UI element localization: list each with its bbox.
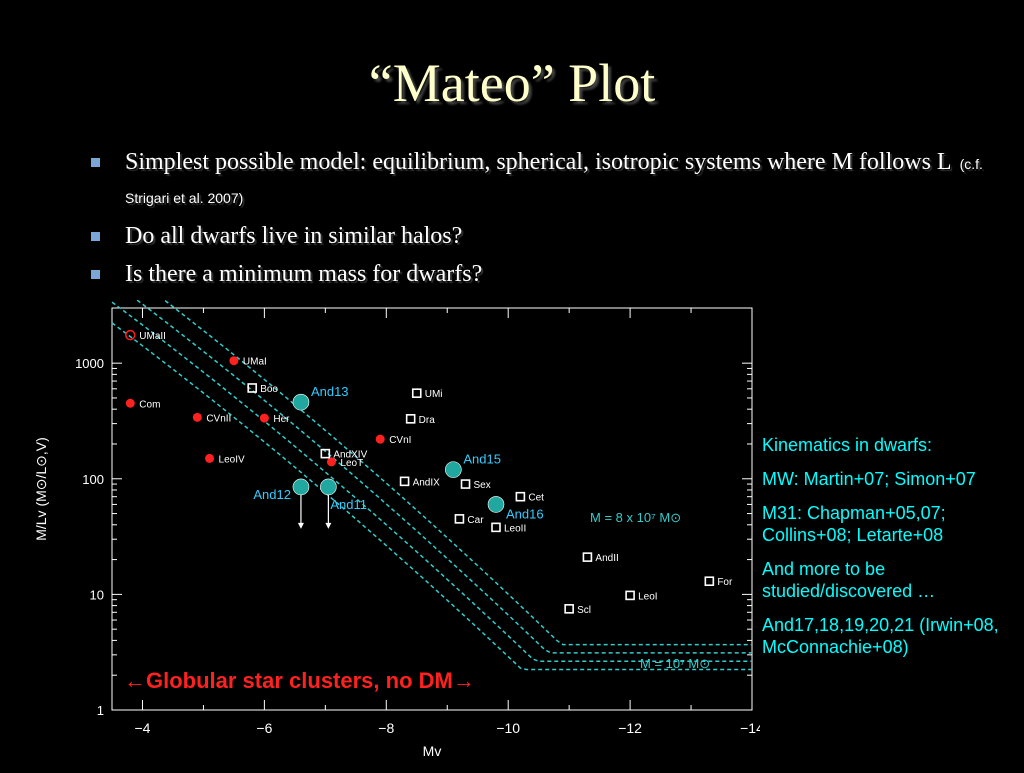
y-tick-label: 1	[97, 703, 104, 718]
point-label: And12	[253, 487, 291, 502]
x-tick-label: −10	[496, 720, 520, 736]
point-label: UMaII	[139, 331, 166, 342]
point-label: AndII	[595, 553, 618, 564]
arrow-head-icon	[325, 522, 332, 529]
side-note: And more to be studied/discovered …	[762, 559, 936, 601]
point-label: Car	[467, 515, 484, 526]
point-label: LeoIV	[219, 454, 245, 465]
y-tick-label: 1000	[75, 356, 104, 371]
mateo-chart: −4 −6 −8 −10 −12 −14 1 10 100 1000 Mv M/Lv (M⊙/L⊙,V…	[0, 290, 764, 773]
side-note: MW: Martin+07; Simon+07	[762, 469, 976, 489]
side-notes: Kinematics in dwarfs: MW: Martin+07; Sim…	[762, 434, 1017, 670]
point-label: CVnII	[206, 413, 231, 424]
x-tick-label: −6	[256, 720, 272, 736]
y-axis-label: M/Lv (M⊙/L⊙,V)	[33, 437, 49, 541]
data-point	[192, 412, 202, 422]
bullet-item: Do all dwarfs live in similar halos?	[88, 220, 988, 252]
point-label: AndIX	[413, 477, 441, 488]
data-point	[564, 604, 574, 614]
data-point	[491, 522, 501, 533]
arrow-head-icon	[297, 522, 304, 529]
mass-curve	[111, 322, 752, 671]
data-point	[460, 479, 471, 489]
data-point	[411, 388, 422, 398]
data-point	[375, 434, 385, 444]
data-point	[515, 491, 526, 502]
data-point	[582, 552, 593, 562]
data-point	[320, 478, 337, 496]
point-label: And15	[463, 452, 501, 467]
bullet-list: Simplest possible model: equilibrium, sp…	[88, 146, 988, 296]
data-point	[125, 329, 136, 341]
point-label: LeoT	[340, 458, 363, 469]
data-point	[229, 356, 239, 366]
y-tick-label: 100	[82, 472, 104, 487]
data-point	[292, 393, 310, 411]
point-label: And13	[311, 384, 349, 399]
curve-label: M = 10⁷ M⊙	[640, 656, 710, 671]
point-label: For	[717, 577, 733, 588]
data-point	[205, 453, 215, 463]
mateo-chart-svg: −4 −6 −8 −10 −12 −14 1 10 100 1000 Mv M/Lv (M⊙/L⊙,V…	[33, 290, 764, 759]
point-label: Dra	[419, 415, 436, 426]
bullet-square-icon	[91, 158, 100, 167]
data-point	[704, 576, 715, 587]
point-label: Boo	[260, 384, 278, 395]
data-point	[326, 457, 336, 467]
point-label: UMaI	[243, 357, 267, 368]
y-tick-label: 10	[90, 587, 104, 602]
data-point	[292, 478, 310, 496]
data-point	[247, 383, 257, 393]
x-axis-label: Mv	[423, 743, 442, 759]
point-label: Her	[273, 414, 290, 425]
data-point	[445, 461, 462, 478]
side-note: And17,18,19,20,21 (Irwin+08, McConnachie…	[762, 615, 999, 657]
point-label: UMi	[425, 389, 443, 400]
x-tick-label: −12	[618, 720, 642, 736]
mass-curve	[112, 290, 752, 654]
plot-frame	[111, 307, 753, 711]
bullet-text: Do all dwarfs live in similar halos?	[125, 223, 463, 249]
bullet-item: Is there a minimum mass for dwarfs?	[88, 258, 988, 290]
bullet-square-icon	[91, 270, 100, 279]
point-label: And11	[330, 497, 367, 512]
curve-label: M = 8 x 10⁷ M⊙	[590, 510, 681, 525]
point-label: Sex	[474, 480, 491, 491]
bullet-text: Simplest possible model: equilibrium, sp…	[125, 149, 952, 175]
data-point	[454, 514, 465, 524]
mass-curve	[111, 301, 752, 662]
point-label: AndXIV	[333, 450, 367, 461]
globular-cluster-annotation: ←Globular star clusters, no DM→	[124, 668, 475, 693]
x-tick-label: −4	[134, 720, 150, 736]
point-label: LeoI	[638, 591, 657, 602]
side-note: Kinematics in dwarfs:	[762, 435, 933, 455]
data-point	[405, 414, 416, 424]
point-label: CVnI	[389, 435, 411, 446]
bullet-square-icon	[91, 232, 100, 241]
data-point	[320, 448, 331, 459]
data-point	[125, 398, 135, 408]
data-point	[625, 590, 635, 601]
data-point	[259, 413, 269, 423]
slide-title: “Mateo” Plot	[368, 53, 656, 113]
point-label: LeoII	[504, 523, 526, 534]
x-tick-label: −8	[378, 720, 394, 736]
point-label: Cet	[528, 493, 544, 504]
bullet-item: Simplest possible model: equilibrium, sp…	[88, 146, 988, 214]
data-point	[399, 476, 410, 487]
x-tick-label: −14	[740, 720, 760, 736]
point-label: Scl	[577, 605, 591, 616]
bullet-text: Is there a minimum mass for dwarfs?	[125, 261, 483, 287]
side-note: M31: Chapman+05,07; Collins+08; Letarte+…	[762, 503, 946, 545]
bullet-citation: (c.f. Strigari et al. 2007)	[125, 156, 983, 206]
data-point	[487, 496, 505, 513]
point-label: Com	[139, 399, 160, 410]
point-label: And16	[506, 506, 544, 521]
